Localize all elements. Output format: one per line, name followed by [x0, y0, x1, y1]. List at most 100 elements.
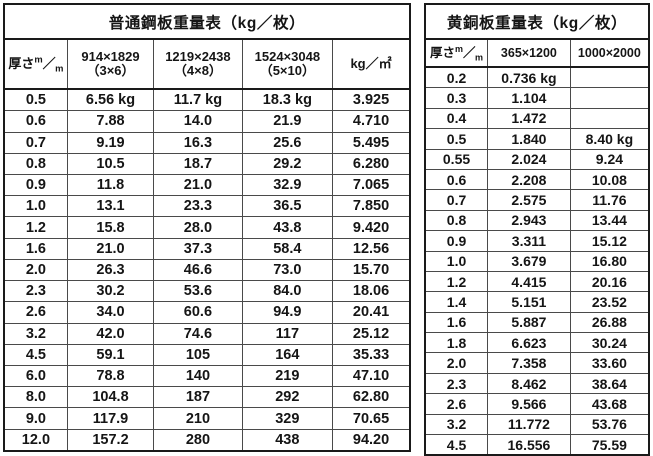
steel-col-header-1524x3048-sub: （5×10） — [259, 63, 315, 79]
steel-cell-a: 59.1 — [66, 343, 155, 366]
steel-cell-d: 25.12 — [332, 322, 411, 345]
brass-table-body: 0.2 0.736 kg 0.3 1.104 0.4 1.472 0.5 1.840 8.40 … — [424, 66, 650, 456]
steel-cell-d: 5.495 — [332, 131, 411, 154]
brass-cell-thickness: 4.5 — [424, 434, 489, 456]
steel-cell-c: 292 — [241, 386, 334, 409]
steel-cell-c: 117 — [241, 322, 334, 345]
brass-cell-thickness: 1.4 — [424, 291, 489, 313]
table-row: 3.2 11.772 53.76 — [424, 413, 650, 436]
steel-cell-a: 21.0 — [66, 237, 155, 260]
brass-cell-a: 7.358 — [487, 352, 571, 374]
brass-thickness-unit-sup: m — [455, 43, 464, 54]
brass-cell-a: 8.462 — [487, 372, 571, 395]
steel-cell-a: 26.3 — [66, 258, 155, 282]
steel-col-header-kg-per-m2: kg／㎡ — [332, 38, 411, 91]
brass-cell-b — [569, 107, 650, 130]
table-row: 1.6 21.0 37.3 58.4 12.56 — [3, 237, 411, 260]
steel-col-header-1219x2438: 1219×2438 （4×8） — [153, 38, 243, 91]
steel-col-header-1524x3048: 1524×3048 （5×10） — [241, 38, 334, 91]
brass-cell-b: 8.40 kg — [569, 128, 650, 150]
steel-cell-a: 42.0 — [66, 322, 155, 345]
steel-cell-thickness: 4.5 — [3, 343, 68, 366]
steel-cell-c: 18.3 kg — [241, 88, 334, 112]
steel-cell-a: 7.88 — [66, 110, 155, 133]
brass-thickness-unit-sub: m — [475, 52, 484, 63]
brass-cell-b: 15.12 — [569, 230, 650, 252]
steel-cell-a: 117.9 — [66, 407, 155, 430]
steel-cell-thickness: 12.0 — [3, 428, 68, 452]
steel-cell-d: 15.70 — [332, 258, 411, 282]
brass-cell-a: 4.415 — [487, 270, 571, 293]
steel-cell-d: 47.10 — [332, 364, 411, 388]
steel-cell-c: 29.2 — [241, 152, 334, 176]
steel-cell-b: 140 — [153, 364, 243, 388]
brass-table-title: 黄銅板重量表（kg／枚） — [425, 4, 649, 40]
steel-col-header-thickness: 厚さm／m — [3, 38, 68, 91]
brass-cell-thickness: 1.2 — [424, 270, 489, 293]
steel-cell-thickness: 1.6 — [3, 237, 68, 260]
brass-cell-a: 1.472 — [487, 107, 571, 130]
steel-cell-thickness: 1.0 — [3, 195, 68, 218]
brass-cell-thickness: 1.0 — [424, 250, 489, 272]
steel-cell-d: 35.33 — [332, 343, 411, 366]
brass-col-header-thickness: 厚さm／m — [424, 38, 489, 68]
table-row: 0.7 2.575 11.76 — [424, 189, 650, 211]
brass-cell-b: 23.52 — [569, 291, 650, 313]
brass-cell-b: 38.64 — [569, 372, 650, 395]
brass-table-header-row: 厚さm／m 365×1200 1000×2000 — [424, 38, 650, 68]
steel-cell-d: 3.925 — [332, 88, 411, 112]
brass-cell-b: 9.24 — [569, 148, 650, 170]
table-row: 1.0 3.679 16.80 — [424, 250, 650, 272]
brass-cell-b — [569, 66, 650, 89]
table-row: 6.0 78.8 140 219 47.10 — [3, 364, 411, 388]
brass-cell-b — [569, 87, 650, 109]
steel-cell-thickness: 9.0 — [3, 407, 68, 430]
steel-col-header-914x1829: 914×1829 （3×6） — [66, 38, 155, 91]
table-row: 1.2 15.8 28.0 43.8 9.420 — [3, 216, 411, 239]
brass-cell-a: 1.840 — [487, 128, 571, 150]
steel-cell-b: 37.3 — [153, 237, 243, 260]
steel-cell-d: 7.850 — [332, 195, 411, 218]
steel-cell-b: 28.0 — [153, 216, 243, 239]
steel-cell-b: 53.6 — [153, 280, 243, 303]
steel-plate-weight-table: 普通鋼板重量表（kg／枚） 厚さm／m 914×1829 （3×6） 1219×… — [3, 3, 411, 452]
steel-cell-c: 219 — [241, 364, 334, 388]
steel-cell-c: 58.4 — [241, 237, 334, 260]
steel-cell-thickness: 3.2 — [3, 322, 68, 345]
brass-cell-thickness: 0.7 — [424, 189, 489, 211]
steel-table-title-row: 普通鋼板重量表（kg／枚） — [4, 4, 410, 41]
steel-cell-b: 280 — [153, 428, 243, 452]
steel-cell-thickness: 6.0 — [3, 364, 68, 388]
table-row: 2.6 9.566 43.68 — [424, 393, 650, 415]
table-row: 0.8 10.5 18.7 29.2 6.280 — [3, 152, 411, 176]
brass-cell-thickness: 0.9 — [424, 230, 489, 252]
brass-cell-a: 3.311 — [487, 230, 571, 252]
steel-cell-a: 157.2 — [66, 428, 155, 452]
steel-cell-a: 6.56 kg — [66, 88, 155, 112]
table-row: 0.3 1.104 — [424, 87, 650, 109]
brass-cell-thickness: 3.2 — [424, 413, 489, 436]
steel-cell-c: 94.9 — [241, 301, 334, 324]
steel-cell-c: 43.8 — [241, 216, 334, 239]
steel-cell-a: 78.8 — [66, 364, 155, 388]
brass-cell-thickness: 1.8 — [424, 332, 489, 354]
brass-cell-thickness: 1.6 — [424, 311, 489, 334]
steel-cell-thickness: 2.3 — [3, 280, 68, 303]
steel-col-header-1524x3048-main: 1524×3048 — [254, 48, 321, 64]
brass-table-title-row: 黄銅板重量表（kg／枚） — [425, 4, 649, 40]
table-row: 1.4 5.151 23.52 — [424, 291, 650, 313]
brass-cell-thickness: 2.6 — [424, 393, 489, 415]
steel-col-header-914x1829-sub: （3×6） — [86, 63, 135, 79]
brass-col-header-365x1200: 365×1200 — [487, 38, 571, 68]
brass-cell-a: 11.772 — [487, 413, 571, 436]
table-row: 1.6 5.887 26.88 — [424, 311, 650, 334]
steel-table-body: 0.5 6.56 kg 11.7 kg 18.3 kg 3.925 0.6 7.88 14.0… — [3, 88, 411, 452]
brass-cell-b: 33.60 — [569, 352, 650, 374]
steel-table-header-row: 厚さm／m 914×1829 （3×6） 1219×2438 （4×8） 152… — [3, 38, 411, 91]
brass-cell-a: 0.736 kg — [487, 66, 571, 89]
steel-cell-thickness: 0.9 — [3, 174, 68, 197]
steel-cell-d: 6.280 — [332, 152, 411, 176]
brass-cell-thickness: 0.55 — [424, 148, 489, 170]
brass-cell-thickness: 0.3 — [424, 87, 489, 109]
